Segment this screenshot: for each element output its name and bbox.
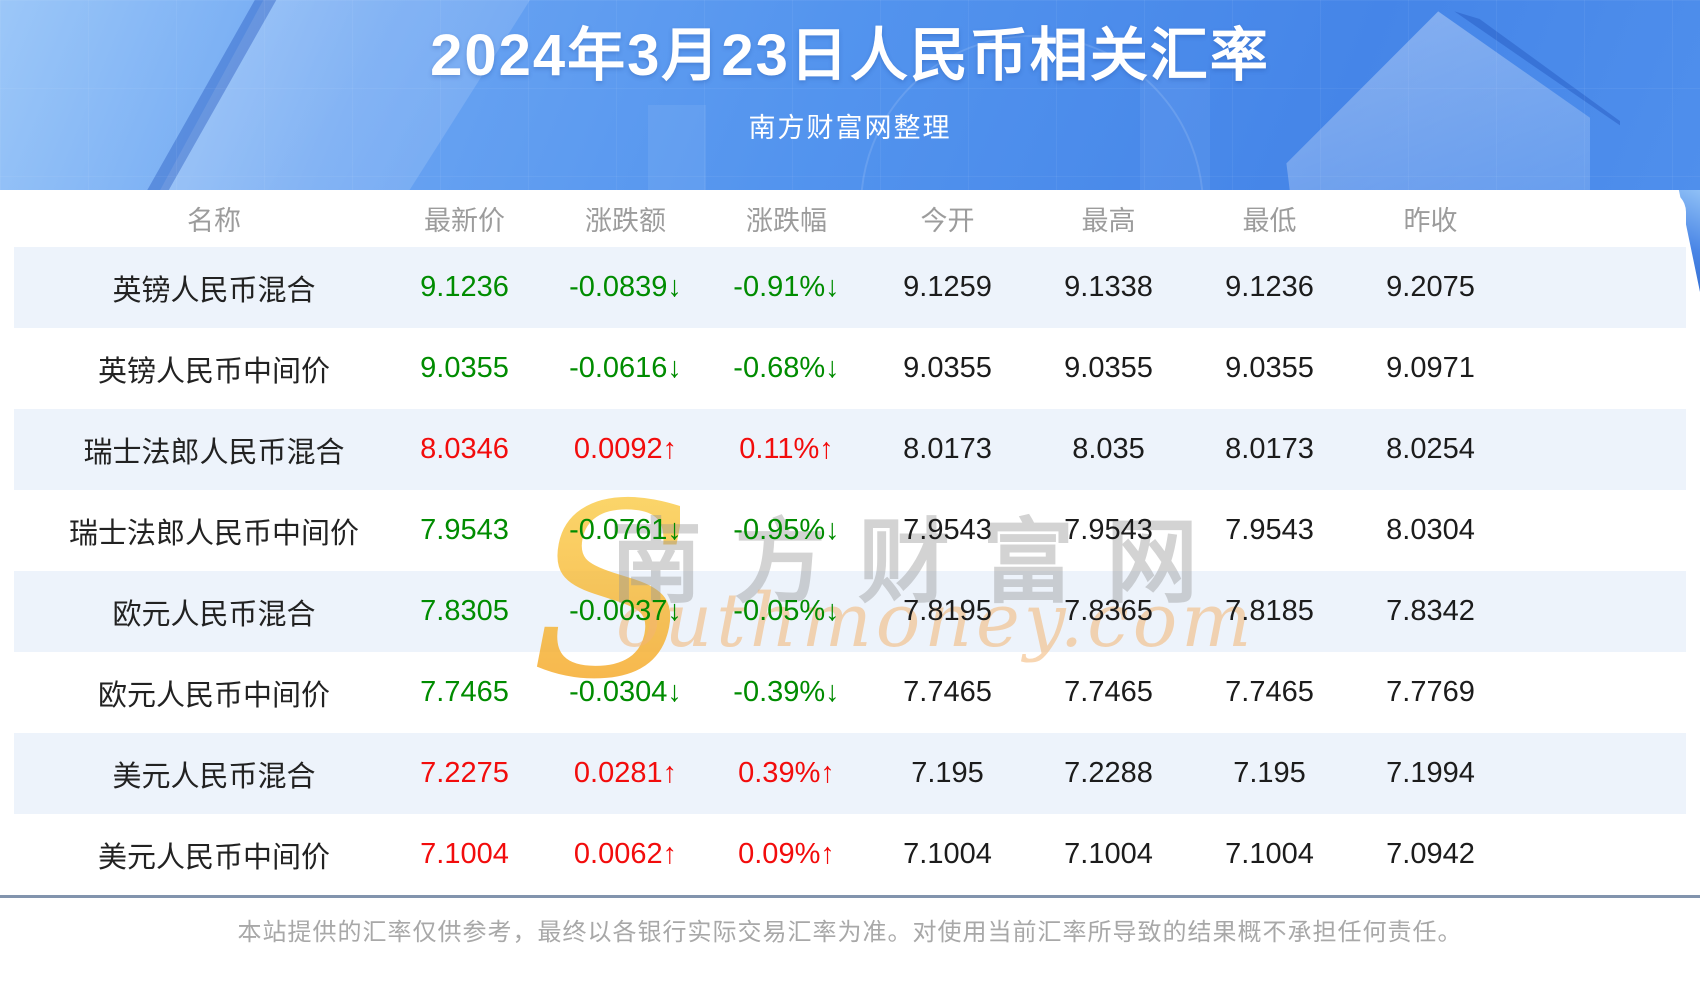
cell-pct: -0.05%↓ bbox=[733, 595, 840, 627]
cell-name: 美元人民币中间价 bbox=[97, 841, 330, 874]
cell-prev: 8.0304 bbox=[1386, 514, 1475, 546]
page-subtitle: 南方财富网整理 bbox=[748, 112, 952, 143]
footer-divider bbox=[0, 895, 1700, 898]
cell-prev: 8.0254 bbox=[1386, 433, 1475, 465]
column-header-1: 最新价 bbox=[424, 206, 505, 236]
cell-pct: -0.91%↓ bbox=[733, 271, 840, 303]
rates-table-card: 名称 最新价 涨跌额 涨跌幅 今开 最高 最低 昨收 英镑人民币混合 9.1236 -0.0839… bbox=[14, 190, 1686, 895]
table-body: 英镑人民币混合 9.1236 -0.0839↓ -0.91%↓ 9.1259 9.1338… bbox=[14, 247, 1686, 895]
cell-low: 7.8185 bbox=[1225, 595, 1314, 627]
table-row: 英镑人民币中间价 9.0355 -0.0616↓ -0.68%↓ 9.0355 9.035… bbox=[14, 328, 1686, 409]
cell-pct: 0.11%↑ bbox=[739, 433, 834, 465]
column-header-4: 今开 bbox=[920, 206, 975, 236]
cell-low: 9.0355 bbox=[1225, 352, 1314, 384]
column-header-7: 昨收 bbox=[1403, 206, 1458, 236]
table-header-row: 名称 最新价 涨跌额 涨跌幅 今开 最高 最低 昨收 bbox=[14, 190, 1686, 247]
cell-pct: -0.39%↓ bbox=[733, 676, 840, 708]
cell-prev: 9.0971 bbox=[1386, 352, 1475, 384]
cell-last: 7.9543 bbox=[420, 514, 509, 546]
cell-last: 9.0355 bbox=[420, 352, 509, 384]
cell-open: 7.8195 bbox=[903, 595, 992, 627]
cell-prev: 7.0942 bbox=[1386, 838, 1475, 870]
cell-last: 8.0346 bbox=[420, 433, 509, 465]
cell-prev: 9.2075 bbox=[1386, 271, 1475, 303]
page-title: 2024年3月23日人民币相关汇率 bbox=[430, 23, 1270, 88]
table-row: 美元人民币混合 7.2275 0.0281↑ 0.39%↑ 7.195 7.2288 7.1… bbox=[14, 733, 1686, 814]
cell-change: -0.0037↓ bbox=[569, 595, 682, 627]
column-header-2: 涨跌额 bbox=[585, 206, 666, 236]
cell-high: 8.035 bbox=[1072, 433, 1145, 465]
cell-prev: 7.1994 bbox=[1386, 757, 1475, 789]
cell-open: 7.1004 bbox=[903, 838, 992, 870]
cell-high: 7.2288 bbox=[1064, 757, 1153, 789]
cell-name: 英镑人民币中间价 bbox=[97, 355, 330, 388]
cell-prev: 7.7769 bbox=[1386, 676, 1475, 708]
table-row: 瑞士法郎人民币混合 8.0346 0.0092↑ 0.11%↑ 8.0173 8.035 8… bbox=[14, 409, 1686, 490]
cell-change: 0.0092↑ bbox=[573, 433, 678, 465]
cell-low: 7.9543 bbox=[1225, 514, 1314, 546]
cell-open: 8.0173 bbox=[903, 433, 992, 465]
cell-high: 9.1338 bbox=[1064, 271, 1153, 303]
cell-name: 欧元人民币中间价 bbox=[97, 679, 330, 712]
cell-pct: 0.39%↑ bbox=[738, 757, 835, 789]
cell-name: 瑞士法郎人民币混合 bbox=[83, 436, 345, 469]
cell-change: -0.0304↓ bbox=[569, 676, 682, 708]
cell-low: 9.1236 bbox=[1225, 271, 1314, 303]
cell-name: 美元人民币混合 bbox=[112, 760, 316, 793]
cell-pct: 0.09%↑ bbox=[738, 838, 835, 870]
table-row: 欧元人民币混合 7.8305 -0.0037↓ -0.05%↓ 7.8195 7.8365… bbox=[14, 571, 1686, 652]
cell-low: 7.1004 bbox=[1225, 838, 1314, 870]
cell-open: 9.0355 bbox=[903, 352, 992, 384]
cell-name: 欧元人民币混合 bbox=[112, 598, 316, 631]
cell-open: 7.7465 bbox=[903, 676, 992, 708]
cell-low: 7.195 bbox=[1233, 757, 1306, 789]
cell-high: 7.1004 bbox=[1064, 838, 1153, 870]
cell-last: 7.7465 bbox=[420, 676, 509, 708]
table-row: 瑞士法郎人民币中间价 7.9543 -0.0761↓ -0.95%↓ 7.9543 7.9… bbox=[14, 490, 1686, 571]
cell-name: 瑞士法郎人民币中间价 bbox=[68, 517, 359, 550]
cell-low: 8.0173 bbox=[1225, 433, 1314, 465]
disclaimer-text: 本站提供的汇率仅供参考，最终以各银行实际交易汇率为准。对使用当前汇率所导致的结果… bbox=[237, 919, 1463, 946]
column-header-6: 最低 bbox=[1242, 206, 1297, 236]
table-row: 欧元人民币中间价 7.7465 -0.0304↓ -0.39%↓ 7.7465 7.746… bbox=[14, 652, 1686, 733]
cell-pct: -0.68%↓ bbox=[733, 352, 840, 384]
cell-name: 英镑人民币混合 bbox=[112, 274, 316, 307]
banner: 2024年3月23日人民币相关汇率 南方财富网整理 bbox=[0, 0, 1700, 190]
cell-last: 7.1004 bbox=[420, 838, 509, 870]
cell-last: 7.8305 bbox=[420, 595, 509, 627]
cell-high: 7.8365 bbox=[1064, 595, 1153, 627]
cell-high: 7.7465 bbox=[1064, 676, 1153, 708]
table-row: 英镑人民币混合 9.1236 -0.0839↓ -0.91%↓ 9.1259 9.1338… bbox=[14, 247, 1686, 328]
cell-open: 7.9543 bbox=[903, 514, 992, 546]
cell-high: 7.9543 bbox=[1064, 514, 1153, 546]
cell-change: 0.0281↑ bbox=[573, 757, 678, 789]
cell-last: 9.1236 bbox=[420, 271, 509, 303]
cell-open: 9.1259 bbox=[903, 271, 992, 303]
cell-change: -0.0616↓ bbox=[569, 352, 682, 384]
column-header-3: 涨跌幅 bbox=[746, 206, 827, 236]
column-header-5: 最高 bbox=[1081, 206, 1136, 236]
table-row: 美元人民币中间价 7.1004 0.0062↑ 0.09%↑ 7.1004 7.1004 7… bbox=[14, 814, 1686, 895]
cell-last: 7.2275 bbox=[420, 757, 509, 789]
cell-high: 9.0355 bbox=[1064, 352, 1153, 384]
cell-prev: 7.8342 bbox=[1386, 595, 1475, 627]
cell-open: 7.195 bbox=[911, 757, 984, 789]
cell-change: 0.0062↑ bbox=[573, 838, 678, 870]
column-header-0: 名称 bbox=[187, 206, 241, 236]
cell-change: -0.0761↓ bbox=[569, 514, 682, 546]
cell-low: 7.7465 bbox=[1225, 676, 1314, 708]
cell-pct: -0.95%↓ bbox=[733, 514, 840, 546]
cell-change: -0.0839↓ bbox=[569, 271, 682, 303]
